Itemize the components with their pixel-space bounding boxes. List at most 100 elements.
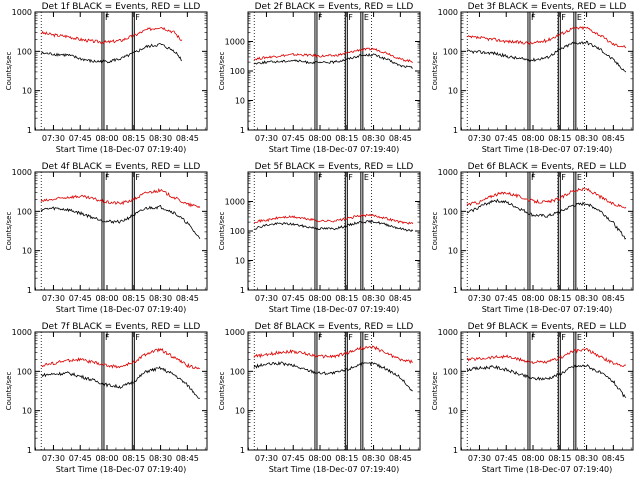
y-tick-label: 1000 — [12, 328, 32, 337]
x-axis-label: Start Time (18-Dec-07 07:19:40) — [269, 305, 400, 314]
y-tick-label: 1000 — [438, 328, 458, 337]
y-tick-label: 1 — [453, 126, 458, 135]
y-axis-label: Counts/sec — [431, 212, 439, 251]
x-tick-label: 08:15 — [335, 454, 358, 463]
y-tick-label: 100 — [17, 207, 32, 216]
x-tick-label: 08:15 — [548, 454, 571, 463]
y-tick-label: 1000 — [225, 198, 245, 207]
lld-series-line — [253, 213, 414, 225]
y-tick-label: 1 — [27, 286, 32, 295]
x-tick-label: 08:30 — [575, 134, 598, 143]
plot-frame — [34, 171, 208, 291]
x-tick-label: 07:30 — [42, 454, 65, 463]
detector-plot-8: Det 8f BLACK = Events, RED = LLD Counts/s… — [218, 322, 585, 474]
plot-title: Det 1f BLACK = Events, RED = LLD — [42, 2, 201, 12]
x-tick-label: 08:45 — [602, 454, 625, 463]
marker-label: F — [135, 13, 140, 22]
y-tick-label: 100 — [443, 47, 458, 56]
y-axis-label: Counts/sec — [218, 212, 226, 251]
x-tick-label: 08:45 — [389, 454, 412, 463]
detector-plot-4: Det 4f BLACK = Events, RED = LLD Counts/s… — [5, 162, 372, 314]
marker-label: F — [531, 13, 536, 22]
y-axis-label: Counts/sec — [218, 372, 226, 411]
lld-series-line — [253, 47, 414, 63]
y-tick-label: 10 — [235, 97, 245, 106]
events-series-line — [253, 219, 414, 232]
plot-frame — [34, 331, 208, 451]
x-tick-label: 07:45 — [69, 294, 92, 303]
plot-frame — [247, 171, 421, 291]
marker-label: F — [348, 333, 353, 342]
y-axis-label: Counts/sec — [218, 52, 226, 91]
plot-frame — [460, 331, 634, 451]
marker-label: F — [318, 173, 323, 182]
marker-label: F — [105, 173, 110, 182]
y-tick-label: 10 — [22, 407, 32, 416]
plot-title: Det 6f BLACK = Events, RED = LLD — [468, 162, 627, 172]
x-tick-label: 07:30 — [468, 454, 491, 463]
x-tick-label: 08:30 — [575, 454, 598, 463]
lld-series-line — [466, 187, 627, 209]
plot-frame — [460, 171, 634, 291]
x-axis-label: Start Time (18-Dec-07 07:19:40) — [56, 465, 187, 474]
x-tick-label: 08:15 — [335, 134, 358, 143]
y-axis-label: Counts/sec — [5, 52, 13, 91]
y-tick-label: 100 — [230, 67, 245, 76]
x-tick-label: 07:45 — [282, 134, 305, 143]
x-tick-label: 07:45 — [69, 134, 92, 143]
x-tick-label: 08:45 — [389, 294, 412, 303]
x-tick-label: 08:15 — [122, 294, 145, 303]
y-tick-label: 10 — [22, 87, 32, 96]
y-tick-label: 1 — [453, 286, 458, 295]
x-tick-label: 08:45 — [176, 454, 199, 463]
lld-series-line — [466, 26, 627, 49]
lld-series-line — [253, 345, 413, 365]
y-tick-label: 10 — [448, 407, 458, 416]
plot-frame — [34, 11, 208, 131]
marker-label: F — [531, 173, 536, 182]
plot-title: Det 4f BLACK = Events, RED = LLD — [42, 162, 201, 172]
y-axis-label: Counts/sec — [5, 372, 13, 411]
x-tick-label: 08:00 — [521, 294, 544, 303]
x-axis-label: Start Time (18-Dec-07 07:19:40) — [482, 465, 613, 474]
events-series-line — [466, 198, 627, 240]
events-series-line — [40, 366, 201, 399]
x-tick-label: 08:30 — [575, 294, 598, 303]
x-tick-label: 08:30 — [362, 454, 385, 463]
y-tick-label: 1 — [453, 446, 458, 455]
events-series-line — [40, 205, 201, 239]
x-tick-label: 08:00 — [308, 134, 331, 143]
x-tick-label: 08:15 — [122, 454, 145, 463]
plot-title: Det 8f BLACK = Events, RED = LLD — [255, 322, 414, 332]
x-tick-label: 08:15 — [548, 294, 571, 303]
x-tick-label: 08:45 — [602, 134, 625, 143]
y-tick-label: 1 — [27, 126, 32, 135]
y-tick-label: 10 — [235, 257, 245, 266]
x-tick-label: 08:45 — [176, 294, 199, 303]
plot-frame — [460, 11, 634, 131]
plot-title: Det 2f BLACK = Events, RED = LLD — [255, 2, 414, 12]
plot-title: Det 9f BLACK = Events, RED = LLD — [468, 322, 627, 332]
marker-label: E — [577, 333, 582, 342]
y-tick-label: 1000 — [438, 168, 458, 177]
x-axis-label: Start Time (18-Dec-07 07:19:40) — [269, 145, 400, 154]
x-tick-label: 08:00 — [521, 454, 544, 463]
x-tick-label: 07:30 — [468, 294, 491, 303]
plot-title: Det 3f BLACK = Events, RED = LLD — [468, 2, 627, 12]
y-axis-label: Counts/sec — [431, 372, 439, 411]
x-tick-label: 07:30 — [255, 294, 278, 303]
events-series-line — [253, 52, 413, 69]
marker-label: F — [318, 333, 323, 342]
y-tick-label: 100 — [443, 367, 458, 376]
x-tick-label: 08:30 — [149, 134, 172, 143]
events-series-line — [40, 43, 183, 64]
x-tick-label: 08:15 — [335, 294, 358, 303]
x-tick-label: 07:45 — [282, 454, 305, 463]
y-tick-label: 1000 — [225, 38, 245, 47]
plot-title: Det 7f BLACK = Events, RED = LLD — [42, 322, 201, 332]
x-tick-label: 08:45 — [602, 294, 625, 303]
lld-series-line — [40, 187, 201, 208]
x-tick-label: 08:00 — [95, 134, 118, 143]
y-tick-label: 100 — [17, 47, 32, 56]
